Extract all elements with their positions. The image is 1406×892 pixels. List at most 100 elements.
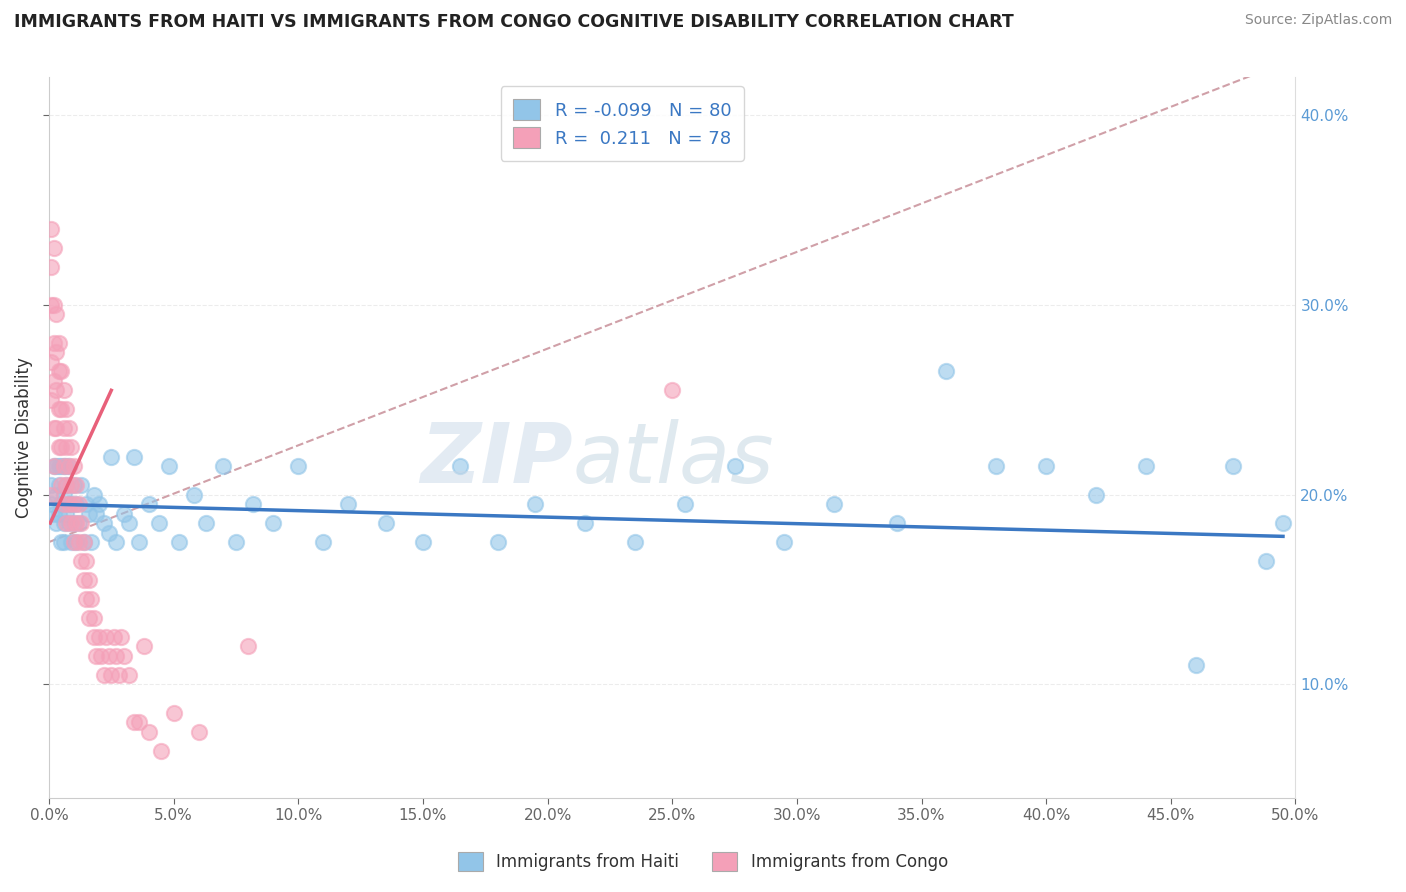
Point [41, 260, 63, 274]
Point [1254, 554, 1277, 568]
Point [93, 516, 115, 530]
Point [45, 516, 67, 530]
Point [70, 478, 93, 492]
Point [67, 497, 90, 511]
Point [41, 478, 63, 492]
Point [96, 630, 118, 644]
Point [52, 516, 75, 530]
Point [886, 516, 908, 530]
Point [1085, 488, 1108, 502]
Point [58, 459, 80, 474]
Point [128, 715, 150, 730]
Point [73, 535, 96, 549]
Point [51, 440, 73, 454]
Point [42, 335, 65, 350]
Point [100, 668, 122, 682]
Point [58, 497, 80, 511]
Point [87, 630, 110, 644]
Point [48, 402, 70, 417]
Point [52, 459, 75, 474]
Point [374, 516, 396, 530]
Point [86, 648, 108, 663]
Point [60, 535, 83, 549]
Point [41, 497, 63, 511]
Point [42, 298, 65, 312]
Point [55, 440, 77, 454]
Point [63, 478, 86, 492]
Point [93, 668, 115, 682]
Point [45, 345, 67, 359]
Point [661, 384, 683, 398]
Point [67, 535, 90, 549]
Legend: R = -0.099   N = 80, R =  0.211   N = 78: R = -0.099 N = 80, R = 0.211 N = 78 [501, 87, 744, 161]
Point [52, 497, 75, 511]
Point [97, 648, 120, 663]
Point [55, 516, 77, 530]
Point [157, 459, 180, 474]
Point [60, 478, 83, 492]
Point [167, 535, 190, 549]
Point [773, 535, 796, 549]
Point [187, 724, 209, 739]
Point [148, 516, 170, 530]
Point [77, 573, 100, 587]
Point [58, 516, 80, 530]
Point [41, 298, 63, 312]
Point [1222, 459, 1244, 474]
Point [55, 507, 77, 521]
Point [45, 384, 67, 398]
Point [52, 384, 75, 398]
Point [65, 516, 87, 530]
Point [52, 421, 75, 435]
Point [105, 535, 128, 549]
Point [55, 478, 77, 492]
Point [45, 421, 67, 435]
Y-axis label: Cognitive Disability: Cognitive Disability [15, 358, 32, 518]
Point [238, 640, 260, 654]
Point [90, 648, 112, 663]
Point [42, 507, 65, 521]
Point [45, 308, 67, 322]
Point [262, 516, 284, 530]
Point [83, 488, 105, 502]
Point [1272, 516, 1295, 530]
Point [75, 497, 97, 511]
Point [80, 535, 103, 549]
Text: IMMIGRANTS FROM HAITI VS IMMIGRANTS FROM CONGO COGNITIVE DISABILITY CORRELATION : IMMIGRANTS FROM HAITI VS IMMIGRANTS FROM… [14, 13, 1014, 31]
Point [449, 459, 471, 474]
Point [73, 535, 96, 549]
Point [103, 630, 125, 644]
Point [150, 744, 173, 758]
Point [723, 459, 745, 474]
Point [65, 478, 87, 492]
Point [86, 507, 108, 521]
Point [624, 535, 647, 549]
Point [48, 507, 70, 521]
Point [242, 497, 264, 511]
Point [48, 459, 70, 474]
Point [112, 648, 135, 663]
Point [195, 516, 218, 530]
Point [51, 535, 73, 549]
Point [1035, 459, 1057, 474]
Point [41, 355, 63, 369]
Point [52, 459, 75, 474]
Point [52, 488, 75, 502]
Point [55, 459, 77, 474]
Point [39, 488, 62, 502]
Point [75, 591, 97, 606]
Point [63, 516, 86, 530]
Point [45, 488, 67, 502]
Point [48, 440, 70, 454]
Point [70, 516, 93, 530]
Point [51, 364, 73, 378]
Point [63, 497, 86, 511]
Point [63, 459, 86, 474]
Point [138, 724, 160, 739]
Point [41, 392, 63, 407]
Point [100, 450, 122, 464]
Point [122, 450, 145, 464]
Point [97, 525, 120, 540]
Point [128, 535, 150, 549]
Point [673, 497, 696, 511]
